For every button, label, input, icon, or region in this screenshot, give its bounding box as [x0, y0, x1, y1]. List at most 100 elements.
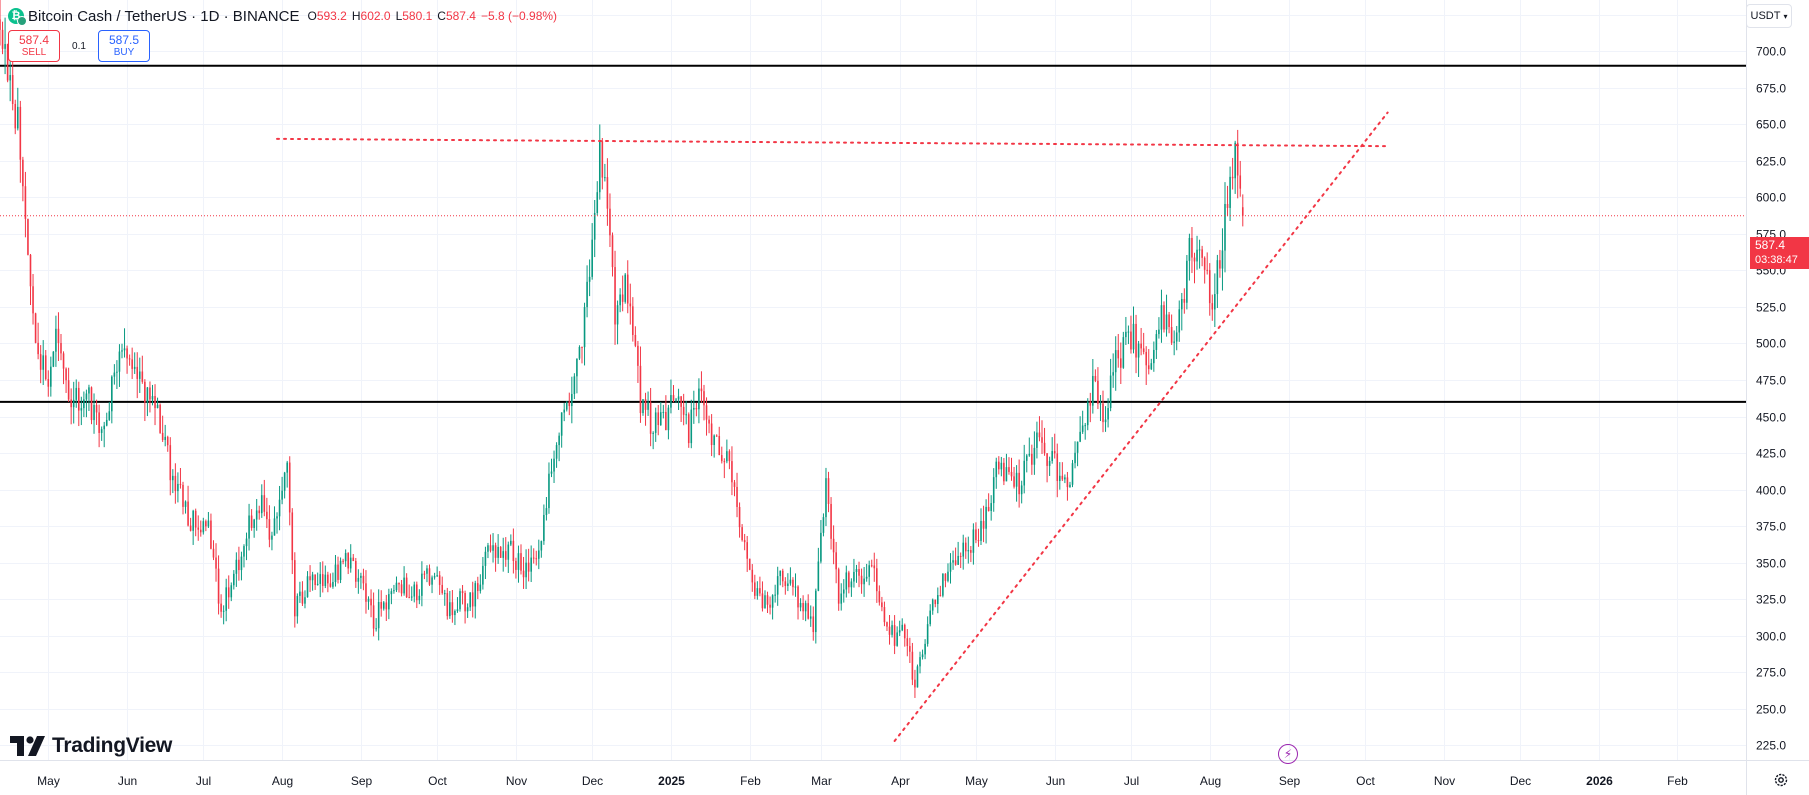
candle — [230, 582, 233, 602]
candle — [870, 559, 873, 568]
candle-body — [733, 482, 736, 487]
candle-body — [855, 569, 858, 572]
candle-body — [50, 366, 52, 387]
candle — [774, 584, 776, 603]
candle-body — [398, 582, 400, 585]
symbol-title[interactable]: Bitcoin Cash / TetherUS · 1D · BINANCE — [28, 7, 300, 25]
candle-body — [548, 473, 550, 509]
candle — [1186, 255, 1188, 310]
candle-body — [1150, 363, 1153, 370]
candle-body — [832, 538, 835, 553]
tradingview-logo[interactable]: TradingView — [10, 734, 172, 758]
candle — [1117, 333, 1120, 368]
candle-body — [1097, 380, 1099, 404]
candle-body — [672, 395, 675, 401]
candle-body — [377, 602, 380, 629]
time-axis — [0, 760, 1809, 795]
candle-body — [1048, 460, 1051, 466]
candle-body — [42, 355, 45, 370]
candle-body — [80, 408, 83, 411]
candle-body — [1226, 203, 1229, 208]
candle — [822, 513, 825, 537]
candle-body — [1043, 442, 1046, 454]
candle — [898, 620, 901, 637]
candle-body — [9, 75, 11, 81]
candle — [1089, 392, 1092, 423]
candle — [667, 404, 670, 440]
candle — [840, 583, 843, 611]
candle — [138, 357, 141, 393]
candle — [55, 315, 57, 367]
candle-body — [199, 529, 202, 533]
bitcoin-cash-icon: ₿ — [8, 8, 27, 26]
candle-body — [1219, 260, 1221, 269]
candle — [1061, 462, 1064, 482]
candle-body — [835, 552, 837, 570]
candle — [342, 558, 344, 565]
buy-price: 587.5 — [108, 33, 140, 47]
candle-body — [316, 583, 319, 586]
candle-body — [1086, 401, 1089, 426]
sell-button[interactable]: 587.4 SELL — [8, 30, 60, 62]
candle — [789, 567, 792, 586]
candle — [644, 392, 647, 426]
lightning-icon[interactable]: ⚡ — [1278, 744, 1298, 764]
candle — [802, 595, 804, 620]
candle-body — [853, 571, 855, 582]
candle-body — [726, 451, 728, 462]
currency-selector[interactable]: USDT ▾ — [1746, 4, 1792, 28]
candle — [1069, 481, 1071, 488]
candle — [327, 571, 329, 593]
price-tick-label: 375.0 — [1756, 520, 1786, 534]
candle — [1150, 358, 1153, 371]
candle — [288, 456, 291, 526]
candle-body — [365, 583, 367, 602]
candle-body — [194, 510, 197, 528]
candle — [34, 312, 37, 344]
candle — [807, 594, 809, 620]
candle — [842, 579, 845, 603]
candle — [141, 355, 144, 384]
candle-body — [151, 396, 154, 400]
candle — [914, 669, 916, 698]
candle-body — [263, 495, 266, 512]
time-tick-label: Aug — [1200, 774, 1221, 788]
candle-body — [372, 605, 375, 629]
candle — [464, 590, 466, 624]
candle-body — [1142, 348, 1145, 352]
candle-body — [916, 666, 919, 688]
candle — [639, 346, 642, 423]
candle — [581, 346, 583, 364]
candle-body — [520, 553, 522, 571]
candle — [103, 421, 106, 448]
candle-body — [1008, 467, 1010, 472]
candle-body — [479, 584, 482, 592]
candle — [756, 581, 759, 600]
candle — [545, 497, 548, 521]
candle — [606, 158, 609, 226]
candle — [825, 467, 827, 527]
candle — [311, 571, 314, 591]
candle-body — [952, 560, 954, 563]
candle — [878, 585, 881, 606]
candle-body — [588, 276, 591, 282]
candle-body — [103, 425, 106, 430]
candle-body — [281, 490, 283, 500]
gear-icon[interactable] — [1773, 772, 1789, 788]
candle — [609, 193, 611, 247]
buy-button[interactable]: 587.5 BUY — [98, 30, 150, 62]
candle — [726, 439, 728, 464]
candle — [682, 393, 685, 426]
candle-body — [962, 542, 965, 557]
candle — [919, 651, 921, 674]
candle — [1155, 329, 1158, 359]
candle-body — [1051, 451, 1053, 461]
candle-body — [418, 595, 421, 601]
candle — [266, 497, 268, 529]
candle-body — [756, 588, 759, 596]
candle-body — [720, 455, 723, 462]
candle — [982, 505, 985, 543]
candle-body — [1074, 452, 1076, 464]
candle-body — [464, 593, 466, 612]
